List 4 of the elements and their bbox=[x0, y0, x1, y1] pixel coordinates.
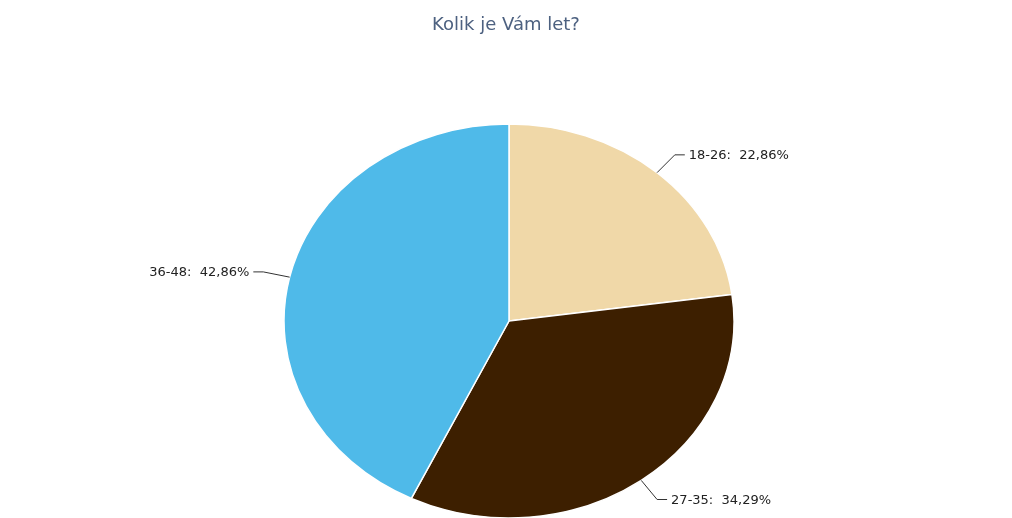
slice-label: 27-35: 34,29% bbox=[671, 491, 772, 507]
slice-label: 18-26: 22,86% bbox=[688, 146, 789, 162]
slice-label: 36-48: 42,86% bbox=[149, 263, 250, 279]
chart-title: Kolik je Vám let? bbox=[432, 13, 580, 34]
